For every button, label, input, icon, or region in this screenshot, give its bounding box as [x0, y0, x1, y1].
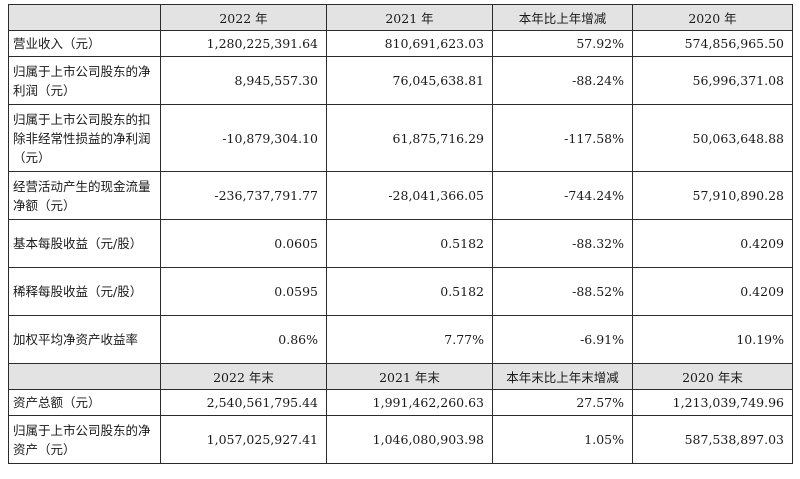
- row-label: 基本每股收益（元/股）: [8, 219, 161, 268]
- row-label: 经营活动产生的现金流量净额（元）: [8, 171, 161, 220]
- cell-2021-end: 1,991,462,260.63: [326, 389, 493, 416]
- row-label: 稀释每股收益（元/股）: [8, 267, 161, 316]
- cell-2020: 0.4209: [632, 267, 793, 316]
- cell-2020: 0.4209: [632, 219, 793, 268]
- cell-2020: 50,063,648.88: [632, 104, 793, 172]
- col-header-2022-end: 2022 年末: [160, 363, 327, 390]
- cell-2022: -236,737,791.77: [160, 171, 327, 220]
- cell-change: -117.58%: [492, 104, 633, 172]
- cell-change: -6.91%: [492, 315, 633, 364]
- row-label: 归属于上市公司股东的净利润（元）: [8, 56, 161, 105]
- col-header-2021: 2021 年: [326, 4, 493, 31]
- cell-change-end: 27.57%: [492, 389, 633, 416]
- row-revenue: 营业收入（元） 1,280,225,391.64 810,691,623.03 …: [8, 30, 793, 57]
- row-label: 归属于上市公司股东的净资产（元）: [8, 415, 161, 464]
- row-diluted-eps: 稀释每股收益（元/股） 0.0595 0.5182 -88.52% 0.4209: [8, 267, 793, 316]
- cell-2021: 61,875,716.29: [326, 104, 493, 172]
- cell-2022-end: 2,540,561,795.44: [160, 389, 327, 416]
- cell-2022-end: 1,057,025,927.41: [160, 415, 327, 464]
- cell-2022: 1,280,225,391.64: [160, 30, 327, 57]
- col-header-change: 本年比上年增减: [492, 4, 633, 31]
- cell-2020: 574,856,965.50: [632, 30, 793, 57]
- cell-2021: 0.5182: [326, 219, 493, 268]
- cell-change: -88.52%: [492, 267, 633, 316]
- row-roe: 加权平均净资产收益率 0.86% 7.77% -6.91% 10.19%: [8, 315, 793, 364]
- row-label: 营业收入（元）: [8, 30, 161, 57]
- header-row-years: 2022 年 2021 年 本年比上年增减 2020 年: [8, 4, 793, 31]
- row-total-assets: 资产总额（元） 2,540,561,795.44 1,991,462,260.6…: [8, 389, 793, 416]
- cell-2021-end: 1,046,080,903.98: [326, 415, 493, 464]
- cell-2020-end: 1,213,039,749.96: [632, 389, 793, 416]
- header-corner-2: [8, 363, 161, 390]
- col-header-2020-end: 2020 年末: [632, 363, 793, 390]
- cell-2021: -28,041,366.05: [326, 171, 493, 220]
- cell-2022: 0.0605: [160, 219, 327, 268]
- cell-change: -744.24%: [492, 171, 633, 220]
- col-header-change-end: 本年末比上年末增减: [492, 363, 633, 390]
- row-operating-cashflow: 经营活动产生的现金流量净额（元） -236,737,791.77 -28,041…: [8, 171, 793, 220]
- financial-summary: 2022 年 2021 年 本年比上年增减 2020 年 营业收入（元） 1,2…: [8, 4, 793, 464]
- cell-change-end: 1.05%: [492, 415, 633, 464]
- col-header-2022: 2022 年: [160, 4, 327, 31]
- cell-2020: 57,910,890.28: [632, 171, 793, 220]
- cell-2021: 810,691,623.03: [326, 30, 493, 57]
- row-net-profit-excl: 归属于上市公司股东的扣除非经常性损益的净利润（元） -10,879,304.10…: [8, 104, 793, 172]
- cell-2020: 10.19%: [632, 315, 793, 364]
- col-header-2020: 2020 年: [632, 4, 793, 31]
- col-header-2021-end: 2021 年末: [326, 363, 493, 390]
- cell-2022: 8,945,557.30: [160, 56, 327, 105]
- cell-2020: 56,996,371.08: [632, 56, 793, 105]
- cell-change: 57.92%: [492, 30, 633, 57]
- cell-2021: 76,045,638.81: [326, 56, 493, 105]
- financial-table: 2022 年 2021 年 本年比上年增减 2020 年 营业收入（元） 1,2…: [8, 4, 793, 464]
- cell-2020-end: 587,538,897.03: [632, 415, 793, 464]
- row-net-profit: 归属于上市公司股东的净利润（元） 8,945,557.30 76,045,638…: [8, 56, 793, 105]
- cell-2021: 0.5182: [326, 267, 493, 316]
- row-net-assets: 归属于上市公司股东的净资产（元） 1,057,025,927.41 1,046,…: [8, 415, 793, 464]
- row-label: 资产总额（元）: [8, 389, 161, 416]
- row-label: 归属于上市公司股东的扣除非经常性损益的净利润（元）: [8, 104, 161, 172]
- cell-2022: -10,879,304.10: [160, 104, 327, 172]
- cell-2022: 0.0595: [160, 267, 327, 316]
- row-label: 加权平均净资产收益率: [8, 315, 161, 364]
- row-basic-eps: 基本每股收益（元/股） 0.0605 0.5182 -88.32% 0.4209: [8, 219, 793, 268]
- cell-change: -88.32%: [492, 219, 633, 268]
- cell-2021: 7.77%: [326, 315, 493, 364]
- header-corner: [8, 4, 161, 31]
- header-row-year-end: 2022 年末 2021 年末 本年末比上年末增减 2020 年末: [8, 363, 793, 390]
- cell-change: -88.24%: [492, 56, 633, 105]
- cell-2022: 0.86%: [160, 315, 327, 364]
